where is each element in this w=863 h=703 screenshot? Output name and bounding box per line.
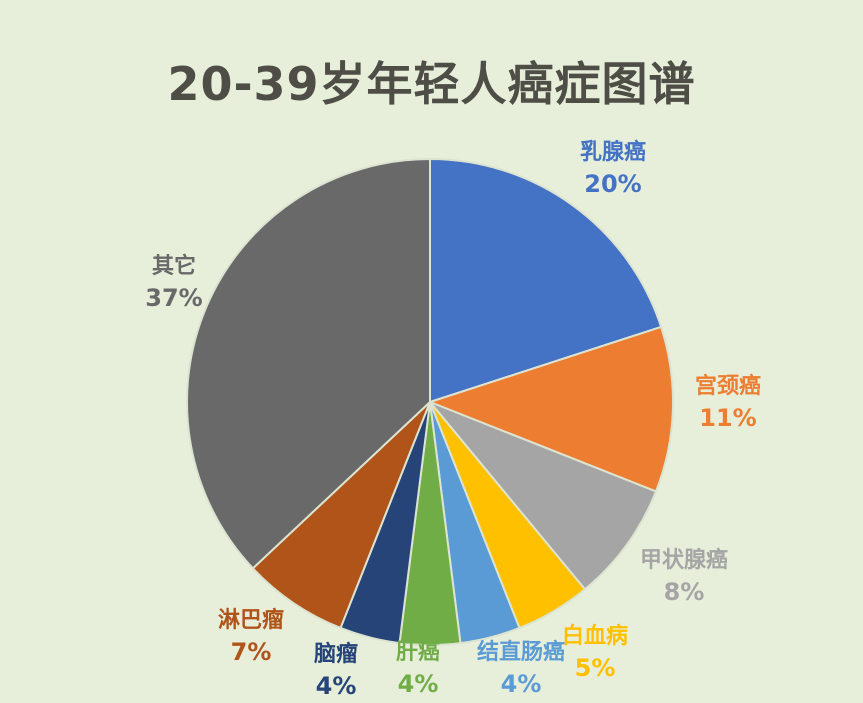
slice-percent: 7% <box>230 638 272 666</box>
slice-percent: 4% <box>397 670 439 698</box>
slice-label-thyroid-cancer: 甲状腺癌 8% <box>640 546 728 608</box>
slice-label-brain-tumor: 脑瘤 4% <box>314 640 358 702</box>
pie-slice-0 <box>429 158 663 403</box>
slice-label-lymphoma: 淋巴瘤 7% <box>218 606 284 668</box>
pie-slice-8 <box>186 158 431 570</box>
slice-label-other: 其它 37% <box>145 252 202 314</box>
slice-name: 结直肠癌 <box>476 640 566 665</box>
slice-name: 淋巴瘤 <box>217 608 285 633</box>
slice-name: 肝癌 <box>395 640 441 665</box>
slice-label-leukemia: 白血病 5% <box>562 622 628 684</box>
slice-label-liver-cancer: 肝癌 4% <box>396 638 440 700</box>
pie-slice-2 <box>429 401 657 591</box>
slice-label-colorectal-cancer: 结直肠癌 4% <box>477 638 565 700</box>
slice-label-breast-cancer: 乳腺癌 20% <box>580 138 646 200</box>
pie-slice-7 <box>251 401 431 629</box>
slice-percent: 4% <box>315 672 357 700</box>
pie-slice-1 <box>429 325 674 493</box>
page-title: 20-39岁年轻人癌症图谱 <box>167 57 696 111</box>
slice-name: 乳腺癌 <box>579 140 647 165</box>
slice-name: 宫颈癌 <box>694 374 762 399</box>
slice-percent: 4% <box>500 670 542 698</box>
slice-percent: 20% <box>584 170 642 198</box>
slice-percent: 8% <box>663 578 705 606</box>
slice-name: 其它 <box>151 254 197 279</box>
slice-percent: 11% <box>699 404 757 432</box>
slice-label-cervical-cancer: 宫颈癌 11% <box>695 372 761 434</box>
slice-percent: 37% <box>145 284 203 312</box>
slice-name: 甲状腺癌 <box>639 548 729 573</box>
slice-name: 脑瘤 <box>313 642 359 667</box>
slice-name: 白血病 <box>561 624 629 649</box>
slice-percent: 5% <box>574 654 616 682</box>
